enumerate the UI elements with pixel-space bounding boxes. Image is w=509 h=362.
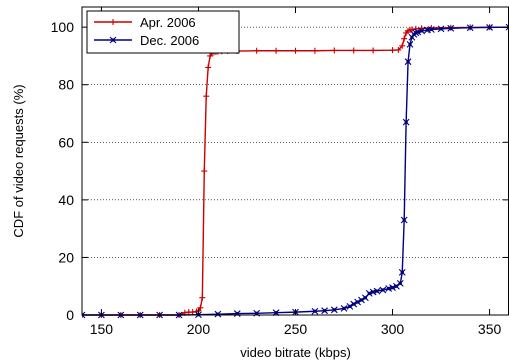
y-tick-label: 40 <box>58 192 74 208</box>
data-point <box>402 118 410 126</box>
data-point <box>437 25 445 33</box>
data-point <box>350 300 358 308</box>
legend-item: Apr. 2006 <box>94 15 196 30</box>
data-point <box>395 46 402 53</box>
data-point <box>399 42 406 49</box>
data-point <box>331 47 338 54</box>
x-tick-label: 250 <box>284 321 308 337</box>
data-point <box>350 47 357 54</box>
data-point <box>321 307 329 315</box>
y-tick-label: 20 <box>58 249 74 265</box>
data-point <box>311 47 318 54</box>
data-point <box>406 41 414 48</box>
x-tick-label: 300 <box>381 321 405 337</box>
data-point <box>311 307 319 315</box>
data-point <box>365 290 373 297</box>
data-point <box>205 64 212 71</box>
legend-marker <box>109 36 117 44</box>
data-point <box>404 58 412 66</box>
x-tick-label: 200 <box>187 321 211 337</box>
grid-lines <box>82 26 509 258</box>
y-tick-label: 0 <box>66 307 74 323</box>
data-point <box>370 47 377 54</box>
data-point <box>197 304 204 311</box>
data-point <box>233 310 241 317</box>
data-point <box>389 47 396 54</box>
legend-item: Dec. 2006 <box>94 33 199 48</box>
x-tick-label: 150 <box>90 321 114 337</box>
data-point <box>398 269 406 276</box>
y-tick-label: 80 <box>58 77 74 93</box>
legend-marker <box>110 19 116 25</box>
data-point <box>214 310 222 318</box>
data-point <box>427 26 435 33</box>
data-point <box>354 298 361 306</box>
data-point <box>447 24 455 32</box>
legend-label: Dec. 2006 <box>140 33 199 48</box>
data-point <box>373 287 381 295</box>
series-line <box>82 26 509 316</box>
y-tick-label: 60 <box>58 134 74 150</box>
data-point <box>199 294 206 301</box>
x-axis-title: video bitrate (kbps) <box>240 345 351 360</box>
data-point <box>408 26 415 33</box>
legend-box <box>86 10 240 54</box>
y-axis-title: CDF of video requests (%) <box>11 84 26 237</box>
legend-label: Apr. 2006 <box>140 15 196 30</box>
y-tick-label: 100 <box>51 19 75 35</box>
series-1 <box>82 23 509 319</box>
data-point <box>414 28 422 36</box>
data-point <box>466 24 474 32</box>
legend: Apr. 2006 Dec. 2006 <box>86 10 240 54</box>
data-point <box>330 306 338 314</box>
data-point <box>418 27 426 35</box>
data-point <box>346 302 354 310</box>
data-point <box>340 304 348 312</box>
data-point <box>401 35 408 42</box>
data-point <box>400 216 408 224</box>
data-point <box>379 286 387 294</box>
data-point <box>201 168 208 175</box>
data-point <box>203 93 210 100</box>
data-point <box>486 24 493 31</box>
data-point <box>396 279 404 287</box>
data-point <box>389 284 396 292</box>
data-point <box>393 282 400 290</box>
data-point <box>292 47 299 54</box>
data-point <box>273 47 280 54</box>
data-point <box>358 296 365 304</box>
x-tick-label: 350 <box>478 321 502 337</box>
data-point <box>253 47 260 54</box>
